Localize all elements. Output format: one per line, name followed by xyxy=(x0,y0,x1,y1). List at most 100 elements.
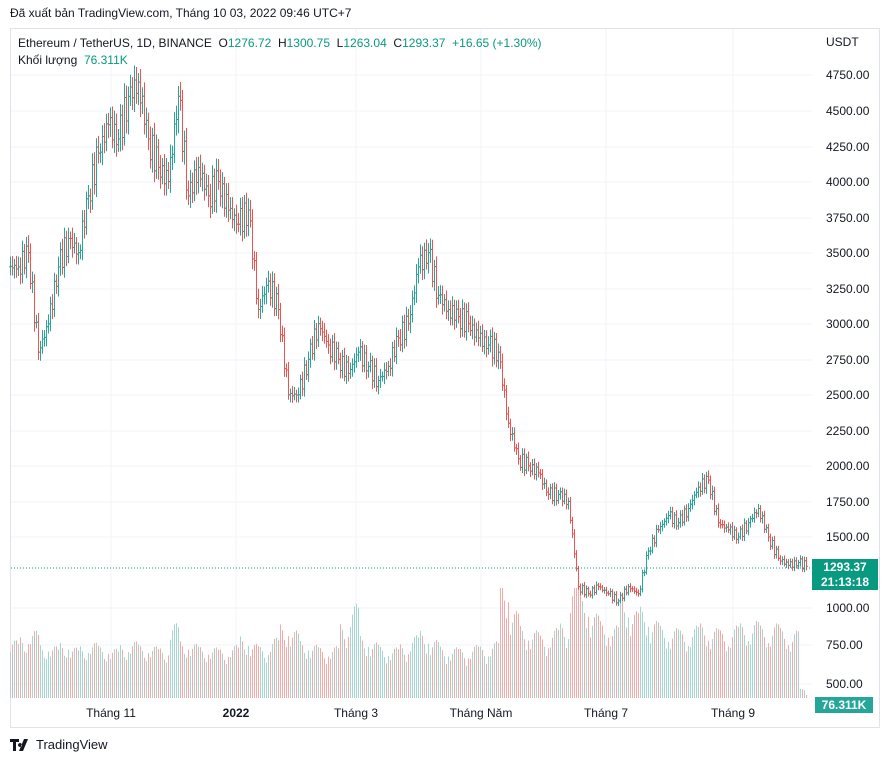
volume-bar xyxy=(292,637,293,698)
volume-bar xyxy=(748,641,749,698)
ohlc-bar xyxy=(761,511,764,524)
volume-bar xyxy=(278,640,279,698)
ohlc-bar xyxy=(517,442,520,465)
volume-bar xyxy=(40,645,41,698)
ohlc-bar xyxy=(43,330,46,347)
ohlc-bar xyxy=(407,308,410,331)
ohlc-bar xyxy=(101,125,104,166)
ohlc-bar xyxy=(757,503,760,518)
volume-bar xyxy=(150,657,151,698)
ohlc-bar xyxy=(157,139,160,180)
volume-bar xyxy=(754,625,755,698)
volume-bar xyxy=(336,646,337,698)
volume-bar xyxy=(28,644,29,698)
volume-bar xyxy=(224,659,225,698)
volume-bar xyxy=(342,629,343,698)
volume-bar xyxy=(780,628,781,698)
volume-bar xyxy=(206,662,207,698)
volume-bar xyxy=(44,657,45,698)
ohlc-bar xyxy=(355,347,358,368)
volume-bar xyxy=(274,638,275,698)
volume-bar xyxy=(586,628,587,698)
chart-frame[interactable] xyxy=(10,28,880,728)
volume-bar xyxy=(192,648,193,698)
volume-bar xyxy=(724,641,725,698)
chart-legend: Ethereum / TetherUS, 1D, BINANCE O1276.7… xyxy=(18,35,542,69)
symbol-title[interactable]: Ethereum / TetherUS, 1D, BINANCE xyxy=(18,36,212,50)
volume-bar xyxy=(158,648,159,698)
volume-bar xyxy=(500,588,501,698)
ohlc-bar xyxy=(295,389,298,403)
volume-bar xyxy=(226,663,227,698)
ohlc-bar xyxy=(715,504,718,516)
ohlc-bar xyxy=(711,485,714,501)
volume-bar xyxy=(424,644,425,698)
ohlc-bar xyxy=(391,341,394,377)
ohlc-bar xyxy=(767,523,770,542)
ohlc-bar xyxy=(783,555,786,567)
volume-bar xyxy=(188,649,189,698)
volume-bar xyxy=(796,630,797,698)
volume-bar xyxy=(148,653,149,698)
ohlc-bar xyxy=(217,159,220,190)
volume-bar xyxy=(778,624,779,698)
ohlc-bar xyxy=(663,518,666,528)
ohlc-bar xyxy=(133,65,136,113)
ohlc-bar xyxy=(417,258,420,284)
volume-bar xyxy=(772,635,773,698)
volume-bar xyxy=(238,647,239,698)
volume-bar xyxy=(30,644,31,698)
volume-bar xyxy=(446,664,447,698)
volume-bar xyxy=(650,643,651,698)
volume-bar xyxy=(394,648,395,698)
volume-bar xyxy=(440,646,441,698)
ohlc-bar xyxy=(611,589,614,604)
volume-bar xyxy=(62,648,63,698)
volume-bar xyxy=(680,630,681,698)
volume-bar xyxy=(288,636,289,698)
volume-bar xyxy=(546,656,547,698)
ohlc-bar xyxy=(525,453,528,475)
ohlc-bar xyxy=(549,483,552,500)
volume-bar xyxy=(628,617,629,698)
ohlc-bar xyxy=(193,160,196,202)
volume-bar xyxy=(578,588,579,698)
tradingview-logo[interactable]: TradingView xyxy=(10,737,108,752)
ohlc-bar xyxy=(741,524,744,541)
ohlc-bar xyxy=(615,591,618,606)
volume-bar xyxy=(266,662,267,698)
ohlc-bar xyxy=(15,255,18,278)
ohlc-bar xyxy=(587,586,590,597)
volume-bar xyxy=(56,646,57,698)
volume-bar xyxy=(364,648,365,698)
ohlc-bar xyxy=(293,386,296,401)
volume-bar xyxy=(764,636,765,698)
volume-bar xyxy=(132,646,133,698)
volume-bar xyxy=(388,655,389,698)
volume-bar xyxy=(330,658,331,698)
volume-bar xyxy=(490,656,491,698)
volume-bar xyxy=(408,654,409,698)
volume-bar xyxy=(654,624,655,698)
volume-bar xyxy=(562,628,563,698)
volume-bar xyxy=(752,633,753,698)
ohlc-bar xyxy=(227,182,230,222)
volume-bar xyxy=(76,647,77,698)
volume-bar xyxy=(738,626,739,698)
volume-bar xyxy=(734,629,735,698)
ohlc-bar xyxy=(141,87,144,115)
ohlc-bar xyxy=(443,294,446,312)
volume-bar xyxy=(178,627,179,698)
ohlc-bar xyxy=(749,515,752,528)
y-tick-label: 3750.00 xyxy=(826,211,870,225)
volume-bar xyxy=(290,646,291,698)
volume-bar xyxy=(644,622,645,698)
ohlc-bar xyxy=(115,113,118,157)
volume-bar xyxy=(472,651,473,698)
volume-bar xyxy=(526,649,527,698)
ohlc-bar xyxy=(433,259,436,291)
volume-bar xyxy=(798,631,799,698)
volume-bar xyxy=(338,648,339,698)
volume-bar xyxy=(380,646,381,698)
